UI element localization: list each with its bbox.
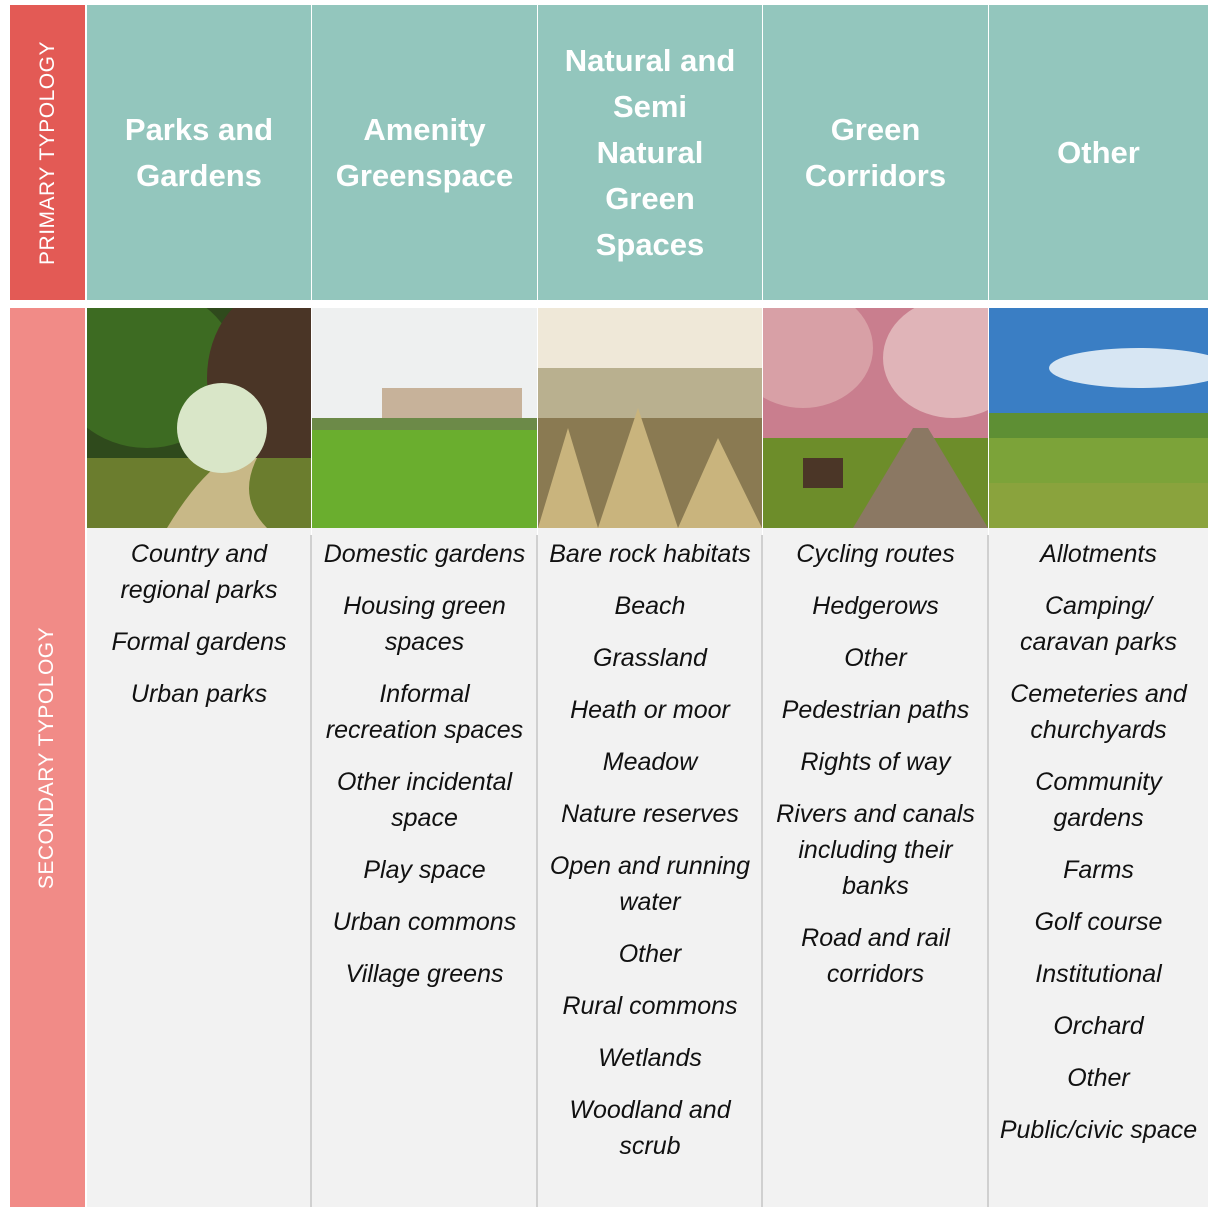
column-image bbox=[733, 288, 1023, 528]
list-item: Woodland and scrub bbox=[569, 1096, 731, 1160]
list-item: Grassland bbox=[593, 644, 707, 672]
photo bbox=[312, 308, 537, 528]
column-separator bbox=[310, 535, 312, 1207]
list-item: Formal gardens bbox=[111, 628, 287, 656]
list-item: Rural commons bbox=[562, 992, 738, 1020]
item-list: Domestic gardens Housing green spaces Info… bbox=[312, 528, 537, 1207]
column-image bbox=[538, 308, 762, 528]
column-separator bbox=[536, 535, 538, 1207]
list-item: Hedgerows bbox=[812, 592, 939, 620]
list-item: Golf course bbox=[1034, 908, 1163, 936]
list-item: Urban commons bbox=[332, 908, 517, 936]
column-header: Natural and Semi Natural Green Spaces bbox=[538, 5, 762, 300]
list-item: Open and running water bbox=[549, 852, 751, 916]
list-item: Pedestrian paths bbox=[781, 696, 970, 724]
list-item: Other bbox=[1067, 1064, 1130, 1092]
list-item: Country and regional parks bbox=[120, 540, 278, 604]
list-item: Other bbox=[844, 644, 907, 672]
column-image bbox=[57, 288, 347, 528]
primary-label: PRIMARY TYPOLOGY bbox=[35, 40, 59, 265]
list-item: Farms bbox=[1063, 856, 1134, 884]
item-list: Allotments Camping/ caravan parks Cemeteri… bbox=[989, 528, 1208, 1207]
photo bbox=[57, 288, 347, 528]
column-image bbox=[989, 308, 1208, 528]
column-header: Green Corridors bbox=[763, 5, 988, 300]
list-item: Domestic gardens bbox=[323, 540, 526, 568]
list-item: Village greens bbox=[345, 960, 504, 988]
list-item: Rivers and canals including their banks bbox=[776, 800, 975, 900]
item-list: Bare rock habitats Beach Grassland Heath or… bbox=[538, 528, 762, 1207]
list-item: Institutional bbox=[1035, 960, 1162, 988]
column-separator bbox=[761, 535, 763, 1207]
list-item: Urban parks bbox=[130, 680, 268, 708]
list-item: Nature reserves bbox=[561, 800, 739, 828]
primary-band: PRIMARY TYPOLOGY bbox=[10, 5, 85, 300]
list-item: Orchard bbox=[1053, 1012, 1144, 1040]
list-item: Housing green spaces bbox=[343, 592, 506, 656]
list-item: Bare rock habitats bbox=[549, 540, 751, 568]
secondary-band: SECONDARY TYPOLOGY bbox=[10, 308, 85, 1207]
column-header: Amenity Greenspace bbox=[312, 5, 537, 300]
item-list: Country and regional parks Formal gardens… bbox=[87, 528, 311, 1207]
column-separator bbox=[987, 535, 989, 1207]
photo bbox=[989, 308, 1208, 528]
list-item: Informal recreation spaces bbox=[325, 680, 524, 744]
photo bbox=[733, 288, 1023, 528]
photo bbox=[538, 308, 762, 528]
list-item: Wetlands bbox=[598, 1044, 702, 1072]
column-header: Other bbox=[989, 5, 1208, 300]
column-image bbox=[312, 308, 537, 528]
list-item: Community gardens bbox=[1035, 768, 1162, 832]
list-item: Beach bbox=[614, 592, 686, 620]
list-item: Other incidental space bbox=[336, 768, 513, 832]
list-item: Allotments bbox=[1040, 540, 1157, 568]
list-item: Cemeteries and churchyards bbox=[1010, 680, 1187, 744]
list-item: Play space bbox=[363, 856, 486, 884]
list-item: Other bbox=[618, 940, 682, 968]
item-list: Cycling routes Hedgerows Other Pedestrian p… bbox=[763, 528, 988, 1207]
column-header: Parks and Gardens bbox=[87, 5, 311, 300]
list-item: Camping/ caravan parks bbox=[1019, 592, 1178, 656]
list-item: Road and rail corridors bbox=[801, 924, 950, 988]
list-item: Heath or moor bbox=[570, 696, 730, 724]
list-item: Meadow bbox=[602, 748, 698, 776]
list-item: Cycling routes bbox=[796, 540, 955, 568]
secondary-label: SECONDARY TYPOLOGY bbox=[35, 626, 59, 889]
list-item: Rights of way bbox=[800, 748, 951, 776]
list-item: Public/civic space bbox=[999, 1116, 1198, 1144]
